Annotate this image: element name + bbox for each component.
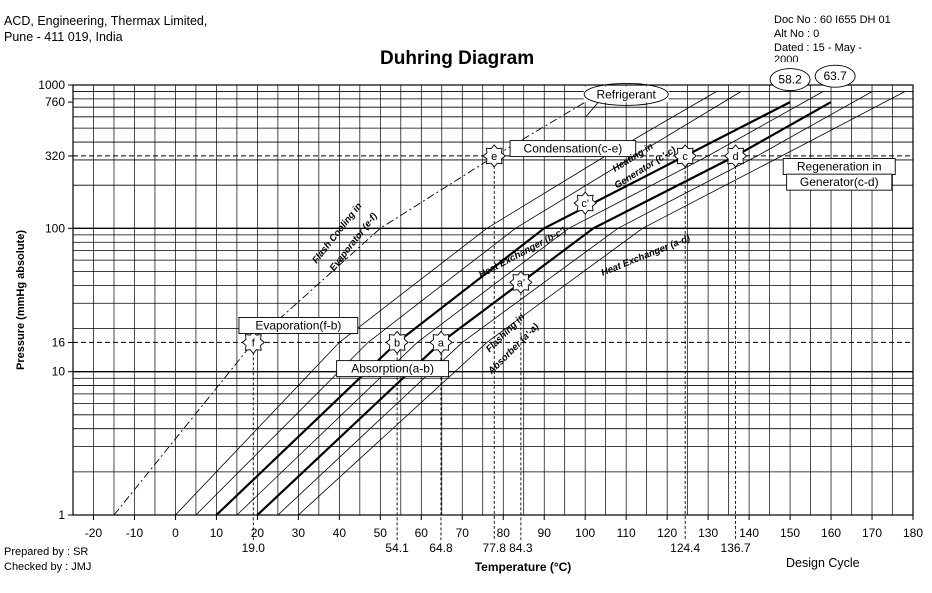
concentration-callout [814, 64, 856, 88]
x-marker-label: 136.7 [721, 541, 751, 555]
annotation-text: Evaporation(f-b) [255, 318, 341, 332]
annotation-box [583, 86, 669, 103]
refrigerant-callout [583, 82, 669, 106]
state-point-marker [482, 144, 506, 168]
x-tick-label: 160 [821, 526, 841, 540]
x-tick-label: -20 [85, 526, 103, 540]
series-line-63-7 [256, 101, 832, 516]
state-point-label: c' [581, 198, 589, 210]
series-line-58-2 [215, 101, 791, 516]
x-tick-label: 0 [172, 526, 179, 540]
series-line-refrigerant [113, 101, 586, 516]
y-tick-label: 760 [45, 95, 65, 109]
state-point-marker [573, 191, 597, 215]
annotation-text: Condensation(c-e) [524, 142, 623, 156]
state-point-label: d [733, 151, 739, 163]
doc-date-continued: 2000 [774, 54, 799, 62]
x-marker-label: 19.0 [242, 541, 266, 555]
x-tick-label: -10 [126, 526, 144, 540]
refrigerant-callout-pointer [585, 102, 599, 117]
x-marker-label: 64.8 [429, 541, 453, 555]
state-point-marker [429, 330, 453, 355]
y-axis-title: Pressure (mmHg absolute) [15, 230, 27, 370]
x-marker-label: 84.3 [509, 541, 533, 555]
y-tick-label: 100 [45, 221, 65, 235]
x-tick-label: 170 [862, 526, 882, 540]
concentration-callout [769, 68, 811, 92]
state-point-marker [241, 330, 266, 355]
y-tick-label: 1 [58, 508, 65, 522]
x-tick-label: 180 [903, 526, 923, 540]
isoconcentration-line [175, 91, 717, 516]
annotation-text: Absorption(a-b) [351, 362, 434, 376]
annotation-box [336, 360, 450, 378]
x-tick-label: 130 [698, 526, 718, 540]
x-tick-label: 20 [251, 526, 265, 540]
isoconcentration-line [298, 91, 905, 516]
doc-number: Doc No : 60 I655 DH 01 [774, 14, 891, 26]
state-point-marker [385, 330, 409, 355]
x-tick-label: 140 [739, 526, 759, 540]
x-tick-label: 50 [374, 526, 388, 540]
isoconcentration-line [195, 91, 742, 516]
x-tick-label: 150 [780, 526, 800, 540]
state-point-label: f [252, 337, 256, 349]
annotation-text: Generator(c-d) [800, 175, 879, 189]
state-point-marker [673, 144, 697, 168]
state-point-label: a [438, 337, 445, 349]
x-tick-label: 80 [497, 526, 511, 540]
line-label: Heat Exchanger (b-c') [477, 225, 568, 280]
annotation-text: Regeneration in [797, 160, 882, 174]
annotation-box [786, 173, 893, 191]
state-point-label: a' [517, 277, 525, 289]
x-tick-label: 10 [210, 526, 224, 540]
state-point-marker [723, 144, 748, 168]
state-point-marker [509, 270, 533, 294]
x-tick-label: 120 [657, 526, 677, 540]
x-tick-label: 70 [456, 526, 470, 540]
checked-by: Checked by : JMJ [4, 561, 92, 573]
x-tick-label: 40 [333, 526, 347, 540]
isoconcentration-line [236, 91, 824, 516]
x-axis-title: Temperature (°C) [475, 560, 572, 574]
x-marker-label: 124.4 [670, 541, 700, 555]
alt-number: Alt No : 0 [774, 28, 820, 40]
x-tick-label: 100 [575, 526, 595, 540]
y-tick-label: 1000 [38, 78, 65, 92]
x-marker-label: 54.1 [385, 541, 409, 555]
annotation-text: Refrigerant [596, 87, 656, 101]
isoconcentration-line [277, 91, 873, 516]
concentration-callout-label: 58.2 [778, 73, 802, 87]
annotation-box [238, 317, 359, 334]
org-name-line: ACD, Engineering, Thermax Limited, [4, 14, 208, 28]
org-address-line: Pune - 411 019, India [4, 30, 123, 44]
y-tick-label: 16 [52, 335, 66, 349]
doc-date: Dated : 15 - May - [774, 42, 863, 54]
chart-title: Duhring Diagram [380, 48, 535, 69]
concentration-callout-label: 63.7 [823, 69, 847, 83]
x-tick-label: 30 [292, 526, 306, 540]
prepared-by: Prepared by : SR [4, 546, 89, 558]
state-point-label: b [394, 337, 400, 349]
x-tick-label: 60 [415, 526, 429, 540]
annotation-box [509, 140, 637, 158]
y-tick-label: 320 [45, 149, 65, 163]
x-tick-label: 110 [617, 526, 636, 540]
x-marker-label: 77.8 [483, 541, 507, 555]
state-point-label: e [491, 151, 497, 163]
y-tick-label: 10 [52, 365, 66, 379]
x-tick-label: 90 [538, 526, 552, 540]
design-cycle-label: Design Cycle [786, 556, 860, 570]
state-point-label: c [682, 151, 688, 163]
